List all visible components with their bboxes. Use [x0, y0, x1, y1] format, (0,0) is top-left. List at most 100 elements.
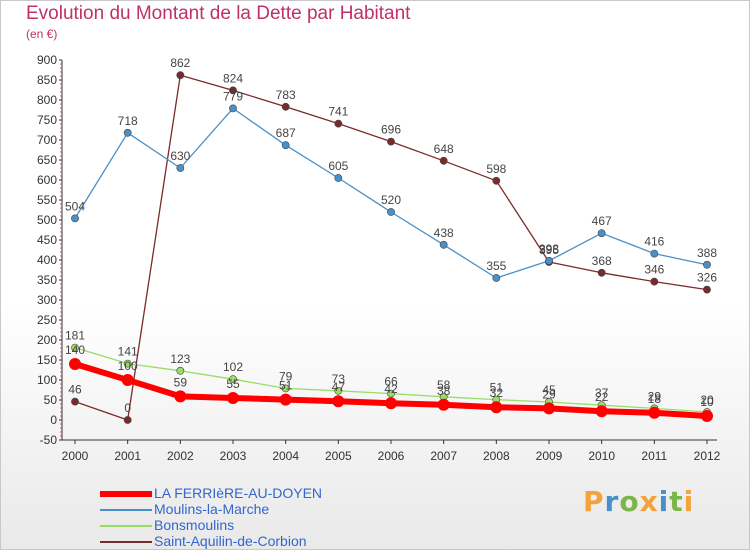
data-point	[71, 214, 79, 223]
data-point	[176, 71, 185, 80]
data-point	[703, 260, 711, 269]
data-label: 504	[65, 199, 85, 213]
data-label: 140	[65, 343, 85, 357]
data-label: 687	[276, 126, 296, 140]
x-tick-label: 2005	[325, 449, 352, 463]
data-label: 368	[592, 254, 612, 268]
x-tick-label: 2003	[220, 449, 247, 463]
data-label: 141	[118, 345, 138, 359]
data-label: 783	[276, 88, 296, 102]
data-label: 648	[434, 142, 454, 156]
data-point	[492, 274, 501, 282]
data-point	[650, 249, 659, 258]
y-tick-label: 850	[37, 73, 57, 87]
logo-letter: i	[658, 485, 670, 518]
legend-label: Moulins-la-Marche	[154, 501, 270, 517]
data-label: 346	[644, 263, 664, 277]
logo-letter: i	[683, 485, 695, 518]
data-point	[69, 358, 81, 370]
data-point	[597, 229, 606, 238]
data-label: 824	[223, 71, 243, 85]
y-tick-label: 350	[37, 273, 57, 287]
data-label: 102	[223, 360, 243, 374]
data-label: 32	[490, 386, 504, 400]
data-point	[176, 366, 185, 375]
data-point	[701, 410, 713, 422]
legend-swatch-saint-aquilin	[100, 541, 152, 543]
y-tick-label: 100	[37, 373, 57, 387]
data-point	[492, 176, 501, 185]
data-point	[229, 86, 237, 95]
data-point	[439, 156, 448, 165]
data-label: 10	[700, 395, 714, 409]
data-point	[490, 401, 503, 414]
data-point	[229, 104, 237, 113]
chart-title: Evolution du Montant de la Dette par Hab…	[26, 3, 411, 24]
data-label: 862	[170, 56, 190, 70]
x-tick-label: 2012	[694, 449, 721, 463]
x-tick-label: 2006	[378, 449, 405, 463]
logo-letter: r	[604, 485, 620, 518]
data-label: 438	[434, 226, 454, 240]
data-label: 718	[118, 114, 138, 128]
proxiti-logo: Proxiti	[583, 485, 694, 518]
y-tick-label: -50	[40, 433, 58, 447]
x-tick-label: 2010	[588, 449, 615, 463]
y-tick-label: 0	[50, 413, 57, 427]
data-label: 0	[124, 401, 131, 415]
data-label: 79	[279, 369, 293, 383]
data-point	[281, 141, 290, 150]
y-tick-label: 600	[37, 173, 57, 187]
y-tick-label: 150	[37, 353, 57, 367]
data-label: 51	[490, 381, 504, 395]
data-point	[437, 398, 450, 411]
data-label: 47	[332, 380, 346, 394]
data-label: 20	[700, 393, 714, 407]
logo-letter: P	[583, 485, 605, 518]
data-point	[650, 277, 659, 286]
logo-letter: t	[669, 485, 684, 518]
logo-letter: x	[639, 485, 659, 518]
series-points	[69, 71, 713, 424]
data-label: 59	[174, 375, 188, 389]
x-tick-label: 2004	[272, 449, 299, 463]
data-label: 51	[279, 379, 293, 393]
y-tick-label: 400	[37, 253, 57, 267]
data-point	[71, 343, 79, 352]
x-tick-label: 2011	[641, 449, 667, 463]
data-label: 55	[226, 377, 240, 391]
logo-letter: o	[619, 485, 640, 518]
data-point	[543, 402, 555, 415]
y-tick-label: 50	[44, 393, 58, 407]
data-point	[281, 102, 290, 111]
data-label: 388	[697, 246, 717, 260]
data-point	[229, 375, 237, 384]
data-point	[387, 137, 395, 146]
data-label: 630	[170, 149, 190, 163]
data-point	[123, 359, 132, 368]
data-point	[332, 395, 345, 408]
y-tick-label: 450	[37, 233, 57, 247]
y-tick-label: 900	[37, 53, 57, 67]
data-label: 416	[644, 235, 664, 249]
data-label: 598	[486, 162, 506, 176]
data-label: 395	[539, 243, 559, 257]
data-label: 66	[384, 375, 398, 389]
data-label: 355	[486, 259, 506, 273]
y-tick-label: 800	[37, 93, 57, 107]
y-tick-label: 650	[37, 153, 57, 167]
y-tick-label: 700	[37, 133, 57, 147]
data-label: 779	[223, 89, 243, 103]
data-label: 181	[65, 329, 85, 343]
data-label: 22	[595, 390, 609, 404]
data-point	[703, 285, 711, 294]
y-tick-label: 250	[37, 313, 57, 327]
data-point	[227, 392, 239, 404]
y-tick-label: 200	[37, 333, 57, 347]
legend-swatch-la-ferriere	[100, 491, 152, 497]
data-point	[545, 256, 553, 265]
data-label: 467	[592, 214, 612, 228]
x-tick-label: 2002	[167, 449, 194, 463]
data-point	[439, 240, 448, 249]
legend-label: Saint-Aquilin-de-Corbion	[154, 533, 307, 549]
